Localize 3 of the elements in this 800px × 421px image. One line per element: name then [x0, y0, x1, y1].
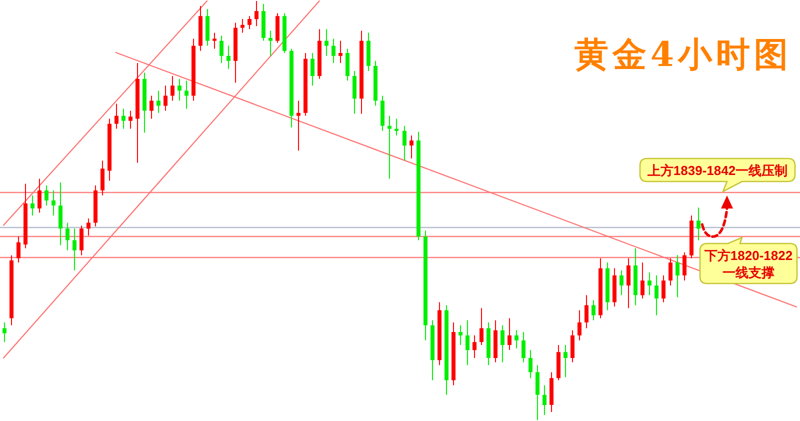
- title: 黄金4小时图: [574, 35, 792, 75]
- ref-line-label: 上方1839-1842一线压制: [646, 162, 789, 180]
- ref-line-label: 下方1820-1822一线支撑: [703, 246, 794, 282]
